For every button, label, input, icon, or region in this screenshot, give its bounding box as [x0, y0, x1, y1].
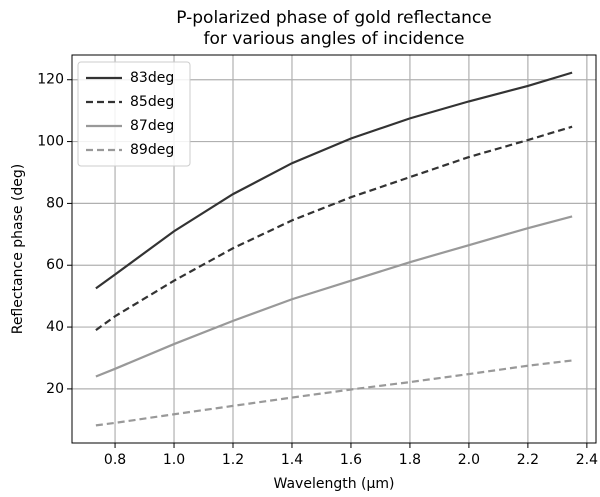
line-series	[95, 215, 573, 378]
y-tick-label: 20	[46, 381, 64, 397]
x-axis-label: Wavelength (µm)	[274, 476, 395, 492]
chart-title: P-polarized phase of gold reflectance	[176, 8, 492, 28]
legend-label: 89deg	[130, 142, 174, 158]
x-tick-label: 1.0	[163, 452, 185, 468]
x-tick-label: 1.4	[281, 452, 303, 468]
y-tick-label: 80	[46, 195, 64, 211]
x-tick-label: 1.8	[399, 452, 421, 468]
x-tick-label: 2.0	[458, 452, 480, 468]
legend-label: 87deg	[130, 118, 174, 134]
line-series	[95, 71, 573, 290]
y-axis-label: Reflectance phase (deg)	[10, 164, 26, 335]
x-tick-label: 1.6	[340, 452, 362, 468]
chart-title: for various angles of incidence	[203, 29, 464, 49]
legend-label: 85deg	[130, 94, 174, 110]
x-tick-label: 2.4	[576, 452, 598, 468]
y-tick-label: 120	[37, 72, 64, 88]
x-tick-label: 2.2	[517, 452, 539, 468]
line-series	[95, 359, 573, 427]
x-tick-label: 0.8	[104, 452, 126, 468]
y-tick-label: 60	[46, 257, 64, 273]
x-tick-label: 1.2	[222, 452, 244, 468]
legend-box	[77, 61, 191, 167]
line-series	[95, 125, 573, 332]
plot-frame	[71, 54, 597, 444]
y-tick-label: 100	[37, 134, 64, 150]
legend-label: 83deg	[130, 70, 174, 86]
y-tick-label: 40	[46, 319, 64, 335]
